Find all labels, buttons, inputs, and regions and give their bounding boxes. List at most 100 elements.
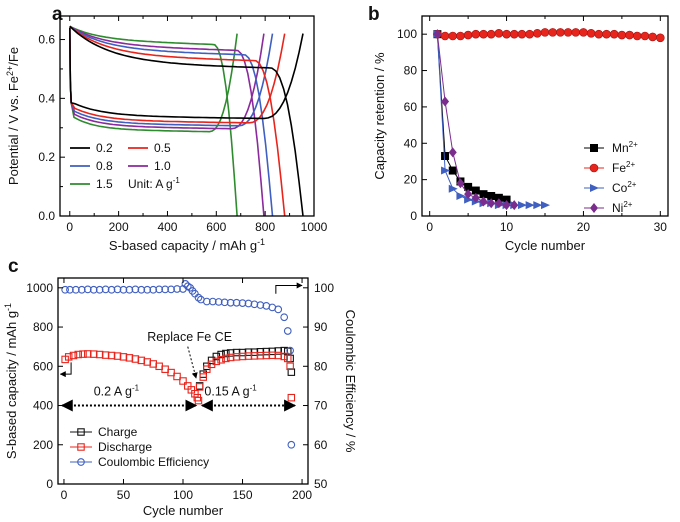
panel-a-ylabel: Potential / V vs. Fe2+/Fe — [5, 47, 21, 185]
point-coulombic-efficiency — [89, 285, 98, 294]
point-Fe — [656, 33, 665, 43]
point-Fe — [563, 28, 573, 37]
point-Fe — [509, 29, 519, 39]
point-coulombic-efficiency — [287, 440, 296, 449]
right-axis-arrow — [275, 282, 303, 294]
panel-c-right-ytick-label: 70 — [314, 399, 328, 413]
point-coulombic-efficiency — [280, 313, 289, 322]
panel-c-right-ytick-label: 100 — [314, 281, 334, 295]
charge-curve-1.0 — [69, 25, 265, 217]
point-discharge — [199, 373, 207, 381]
charge-curve-0.5 — [69, 25, 286, 217]
panel-c-letter: c — [8, 256, 19, 277]
point-coulombic-efficiency — [155, 285, 164, 294]
panel-a-xtick-label: 800 — [255, 220, 275, 234]
panel-c-frame — [57, 277, 309, 485]
point-Fe — [609, 29, 619, 39]
legend-label-Ni: Ni2+ — [612, 200, 633, 215]
panel-b-ytick-label: 80 — [404, 64, 418, 78]
panel-a-letter: a — [52, 4, 63, 25]
point-Fe — [594, 29, 604, 39]
panel-a-ytick-label: 0.0 — [38, 209, 55, 223]
point-Co — [464, 195, 474, 204]
point-Ni — [479, 196, 488, 207]
panel-b-xtick-label: 20 — [577, 220, 591, 234]
discharge-curve-1.5 — [69, 27, 238, 133]
point-Fe — [586, 28, 596, 38]
legend-marker — [77, 458, 85, 466]
panel-b-plot: 0 10 20 30 0 20 40 60 80 100 — [397, 15, 669, 234]
point-Ni — [464, 189, 473, 200]
legend-label-0.8: 0.8 — [96, 159, 113, 173]
point-Co — [441, 166, 451, 175]
point-coulombic-efficiency — [137, 285, 146, 294]
panel-a-frame — [59, 15, 315, 217]
point-Fe — [471, 29, 481, 39]
point-Ni — [448, 147, 457, 158]
point-Ni — [433, 29, 442, 40]
replace-arrow — [187, 346, 198, 379]
legend-label: Charge — [98, 425, 138, 439]
panel-a-xtick-label: 600 — [206, 220, 226, 234]
point-Ni — [441, 96, 450, 107]
panel-c-xtick-label: 50 — [117, 488, 131, 502]
legend-label: Coulombic Efficiency — [98, 455, 209, 469]
point-coulombic-efficiency — [72, 285, 80, 294]
discharge-curve-0.8 — [69, 27, 274, 127]
panel-b-ytick-label: 60 — [404, 100, 418, 114]
point-coulombic-efficiency — [202, 297, 211, 306]
point-Mn — [448, 166, 457, 175]
legend-label: Discharge — [98, 440, 152, 454]
point-coulombic-efficiency — [119, 285, 128, 294]
rate-label-1: 0.2 A g-1 — [94, 384, 140, 399]
point-charge — [217, 350, 225, 359]
discharge-curve-1.0 — [69, 27, 265, 130]
point-discharge — [79, 350, 87, 358]
point-Fe — [517, 29, 527, 39]
legend-label-0.2: 0.2 — [96, 141, 113, 155]
panel-a-ytick-label: 0.4 — [38, 91, 55, 105]
point-Ni — [502, 200, 511, 211]
point-Fe — [533, 28, 542, 38]
legend-label-Mn: Mn2+ — [612, 140, 638, 155]
charge-curve-0.8 — [69, 25, 274, 217]
point-Ni — [494, 198, 503, 209]
point-coulombic-efficiency — [113, 285, 122, 294]
point-Fe — [602, 29, 611, 39]
point-Ni — [487, 198, 496, 209]
point-discharge — [74, 350, 82, 359]
point-Fe — [579, 28, 588, 37]
panel-a-legend: 0.2 0.5 0.8 1.0 1.5 Unit: A g-1 — [70, 141, 180, 191]
panel-a-xtick-label: 1000 — [301, 220, 328, 234]
point-coulombic-efficiency — [61, 285, 69, 294]
panel-b-ytick-label: 100 — [397, 27, 417, 41]
legend-marker-Fe — [589, 163, 599, 173]
panel-c-right-ytick-label: 90 — [314, 320, 328, 334]
legend-label-0.5: 0.5 — [154, 141, 171, 155]
point-discharge — [167, 368, 175, 377]
panel-c-plot: 0.2 A g-1 0.15 A g-1 Replace Fe CE 0 50 100 1… — [26, 277, 334, 502]
point-coulombic-efficiency — [131, 285, 140, 294]
point-coulombic-efficiency — [286, 346, 294, 355]
point-coulombic-efficiency — [167, 285, 175, 294]
point-Co — [456, 192, 466, 200]
point-Fe — [479, 29, 488, 39]
point-Mn — [464, 182, 473, 191]
point-Fe — [632, 31, 642, 41]
point-Fe — [486, 29, 496, 39]
panel-b-ytick-label: 0 — [410, 209, 417, 223]
point-discharge — [286, 362, 294, 371]
panel-a-ytick-label: 0.2 — [38, 150, 55, 164]
panel-b-ylabel: Capacity retention / % — [372, 52, 387, 180]
legend-marker-Co — [590, 184, 599, 192]
point-discharge — [212, 357, 221, 366]
panel-c-left-ytick-label: 800 — [33, 320, 53, 334]
point-coulombic-efficiency — [214, 298, 223, 306]
point-coulombic-efficiency — [95, 285, 104, 294]
panel-b-xlabel: Cycle number — [505, 238, 586, 253]
legend-marker — [77, 443, 85, 451]
point-coulombic-efficiency — [77, 285, 86, 294]
point-coulombic-efficiency — [194, 293, 203, 302]
point-Co — [541, 201, 550, 210]
